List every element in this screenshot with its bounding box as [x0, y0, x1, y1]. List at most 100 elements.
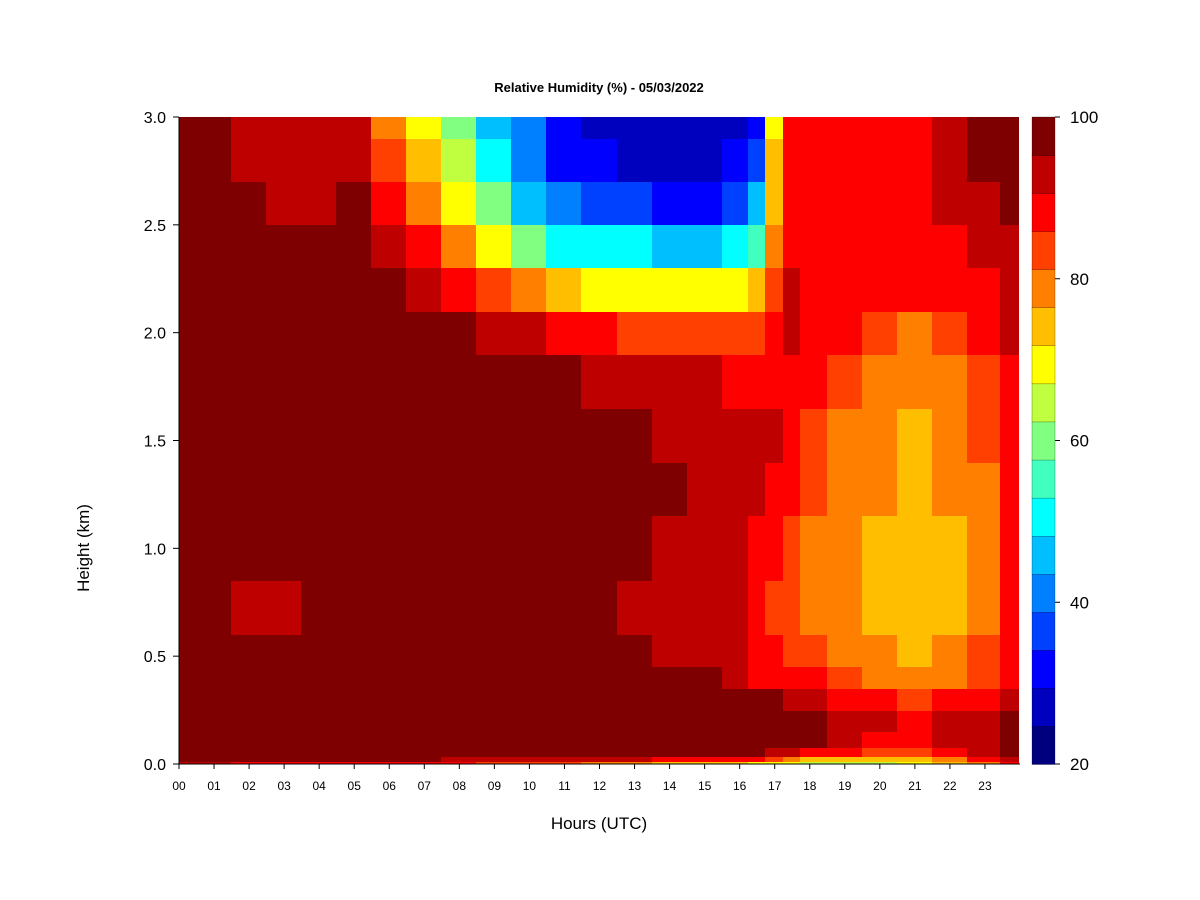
- heatmap-cell: [266, 731, 302, 748]
- heatmap-cell: [800, 515, 828, 581]
- heatmap-cell: [687, 181, 723, 225]
- heatmap-cell: [652, 580, 688, 635]
- heatmap-cell: [196, 408, 232, 463]
- heatmap-cell: [441, 354, 477, 409]
- heatmap-cell: [196, 462, 232, 516]
- heatmap-cell: [179, 181, 197, 225]
- heatmap-cell: [196, 688, 232, 711]
- heatmap-cell: [511, 408, 547, 463]
- heatmap-cell: [827, 761, 863, 764]
- heatmap-cell: [617, 311, 653, 355]
- heatmap-cell: [687, 580, 723, 635]
- heatmap-cell: [765, 138, 784, 182]
- heatmap-cell: [967, 515, 1001, 581]
- heatmap-cell: [441, 408, 477, 463]
- heatmap-cell: [511, 756, 547, 762]
- heatmap-cell: [581, 267, 618, 312]
- heatmap-cell: [897, 462, 933, 516]
- heatmap-cell: [827, 688, 863, 711]
- heatmap-cell: [476, 666, 512, 689]
- x-tick-label: 06: [383, 779, 397, 793]
- heatmap-cell: [441, 311, 477, 355]
- x-tick-label: 09: [488, 779, 502, 793]
- heatmap-cell: [511, 710, 547, 732]
- heatmap-cell: [266, 181, 302, 225]
- heatmap-cell: [1000, 515, 1019, 581]
- heatmap-cell: [827, 267, 863, 312]
- heatmap-cell: [371, 354, 407, 409]
- heatmap-cell: [546, 354, 582, 409]
- heatmap-cell: [617, 181, 653, 225]
- heatmap-cell: [406, 580, 442, 635]
- heatmap-cell: [783, 138, 801, 182]
- heatmap-cell: [932, 515, 968, 581]
- heatmap-cell: [301, 311, 337, 355]
- heatmap-cell: [932, 747, 968, 757]
- heatmap-cell: [231, 354, 267, 409]
- heatmap-cell: [652, 267, 688, 312]
- heatmap-cell: [652, 224, 688, 268]
- heatmap-cell: [336, 117, 372, 139]
- heatmap-cell: [862, 267, 898, 312]
- colorbar-segment: [1031, 192, 1056, 232]
- heatmap-cell: [546, 138, 582, 182]
- heatmap-cell: [722, 117, 749, 139]
- heatmap-cell: [441, 761, 477, 764]
- heatmap-cell: [301, 580, 337, 635]
- heatmap-cell: [441, 138, 477, 182]
- heatmap-cell: [748, 462, 766, 516]
- heatmap-cell: [301, 138, 337, 182]
- heatmap-cell: [476, 354, 512, 409]
- heatmap-cell: [476, 267, 512, 312]
- heatmap-cell: [336, 688, 372, 711]
- heatmap-cell: [336, 731, 372, 748]
- colorbar-segment: [1031, 459, 1056, 499]
- heatmap-cell: [652, 311, 688, 355]
- heatmap-cell: [406, 138, 442, 182]
- colorbar-segment: [1031, 231, 1056, 270]
- heatmap-cell: [722, 747, 749, 757]
- heatmap-cell: [196, 515, 232, 581]
- heatmap-cell: [1000, 761, 1019, 764]
- heatmap-cell: [441, 666, 477, 689]
- heatmap-cell: [897, 580, 933, 635]
- heatmap-cell: [336, 666, 372, 689]
- heatmap-cell: [652, 117, 688, 139]
- colorbar-segment: [1031, 535, 1056, 575]
- x-tick-label: 00: [172, 779, 186, 793]
- heatmap-cell: [179, 731, 197, 748]
- heatmap-cell: [581, 756, 618, 762]
- heatmap-cell: [371, 731, 407, 748]
- heatmap-cell: [371, 117, 407, 139]
- x-tick-label: 18: [803, 779, 817, 793]
- x-tick-label: 05: [348, 779, 362, 793]
- heatmap-cell: [511, 311, 547, 355]
- heatmap-cell: [765, 354, 784, 409]
- heatmap-cell: [652, 710, 688, 732]
- heatmap-cell: [748, 117, 766, 139]
- heatmap-cell: [511, 666, 547, 689]
- colorbar-tick-label: 100: [1070, 108, 1098, 127]
- heatmap-cell: [406, 666, 442, 689]
- heatmap-cell: [1000, 634, 1019, 667]
- heatmap-cell: [266, 138, 302, 182]
- heatmap-cell: [827, 666, 863, 689]
- heatmap-cell: [441, 710, 477, 732]
- heatmap-cell: [783, 462, 801, 516]
- heatmap-cell: [179, 354, 197, 409]
- heatmap-cell: [476, 580, 512, 635]
- heatmap-cell: [511, 354, 547, 409]
- heatmap-cell: [862, 515, 898, 581]
- heatmap-cell: [581, 181, 618, 225]
- heatmap-cell: [687, 267, 723, 312]
- heatmap-cell: [617, 666, 653, 689]
- heatmap-cell: [406, 408, 442, 463]
- heatmap-cell: [476, 710, 512, 732]
- heatmap-cell: [231, 710, 267, 732]
- heatmap-cell: [179, 666, 197, 689]
- heatmap-cell: [967, 756, 1001, 762]
- heatmap-cell: [722, 181, 749, 225]
- heatmap-cell: [862, 634, 898, 667]
- heatmap-cell: [967, 462, 1001, 516]
- heatmap-cell: [371, 688, 407, 711]
